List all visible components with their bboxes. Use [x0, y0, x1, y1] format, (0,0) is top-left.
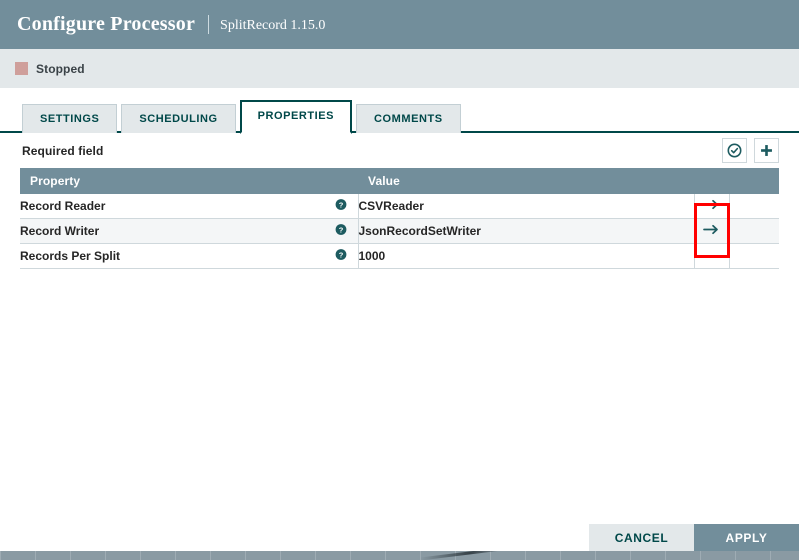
arrow-right-icon	[703, 224, 720, 237]
column-header-value: Value	[358, 168, 779, 194]
svg-text:?: ?	[338, 225, 343, 234]
question-circle-icon[interactable]: ?	[335, 249, 347, 264]
table-header-row: Property Value	[20, 168, 779, 194]
property-label: Record Reader	[20, 199, 106, 213]
tab-scheduling[interactable]: SCHEDULING	[121, 104, 236, 133]
row-actions-cell	[728, 243, 779, 269]
table-row[interactable]: Record Writer ? JsonRecordSetWriter	[20, 218, 779, 244]
go-to-service-button[interactable]	[693, 194, 729, 219]
add-property-button[interactable]	[754, 138, 779, 163]
svg-text:?: ?	[338, 200, 343, 209]
plus-icon	[759, 143, 774, 158]
dialog-header: Configure Processor SplitRecord 1.15.0	[0, 0, 799, 49]
property-name-cell: Record Reader ?	[20, 194, 358, 219]
page-title: Configure Processor	[17, 13, 196, 35]
property-value-cell[interactable]: 1000	[357, 243, 694, 269]
properties-toolbar: Required field	[0, 133, 799, 168]
question-circle-icon[interactable]: ?	[335, 224, 347, 239]
status-indicator-icon	[15, 62, 28, 75]
tab-comments[interactable]: COMMENTS	[356, 104, 461, 133]
property-label: Records Per Split	[20, 249, 121, 263]
status-bar: Stopped	[0, 49, 799, 88]
dialog-footer: CANCEL APPLY	[0, 524, 799, 551]
toolbar-actions	[715, 138, 779, 163]
tab-properties[interactable]: PROPERTIES	[239, 100, 353, 134]
tab-bar: SETTINGS SCHEDULING PROPERTIES COMMENTS	[0, 88, 799, 134]
properties-table: Property Value Record Reader ? CSVReader	[20, 168, 779, 269]
table-row[interactable]: Record Reader ? CSVReader	[20, 194, 779, 219]
status-badge: Stopped	[36, 61, 85, 76]
apply-button[interactable]: APPLY	[694, 524, 799, 551]
property-value-cell[interactable]: CSVReader	[357, 194, 694, 219]
table-row[interactable]: Records Per Split ? 1000	[20, 243, 779, 269]
check-circle-icon	[727, 143, 742, 158]
tab-settings[interactable]: SETTINGS	[22, 104, 118, 133]
question-circle-icon[interactable]: ?	[335, 199, 347, 214]
row-actions-cell	[728, 218, 779, 244]
property-value-cell[interactable]: JsonRecordSetWriter	[357, 218, 694, 244]
title-divider	[208, 15, 210, 34]
property-name-cell: Records Per Split ?	[20, 243, 358, 269]
processor-name-version: SplitRecord 1.15.0	[220, 17, 326, 33]
property-name-cell: Record Writer ?	[20, 218, 358, 244]
property-label: Record Writer	[20, 224, 100, 238]
svg-text:?: ?	[338, 250, 343, 259]
verify-properties-button[interactable]	[722, 138, 747, 163]
column-header-property: Property	[20, 168, 358, 194]
arrow-right-icon	[703, 199, 720, 212]
required-field-label: Required field	[22, 143, 104, 158]
cancel-button[interactable]: CANCEL	[589, 524, 694, 551]
go-to-service-placeholder	[693, 243, 729, 269]
go-to-service-button[interactable]	[693, 218, 729, 244]
row-actions-cell	[728, 194, 779, 219]
